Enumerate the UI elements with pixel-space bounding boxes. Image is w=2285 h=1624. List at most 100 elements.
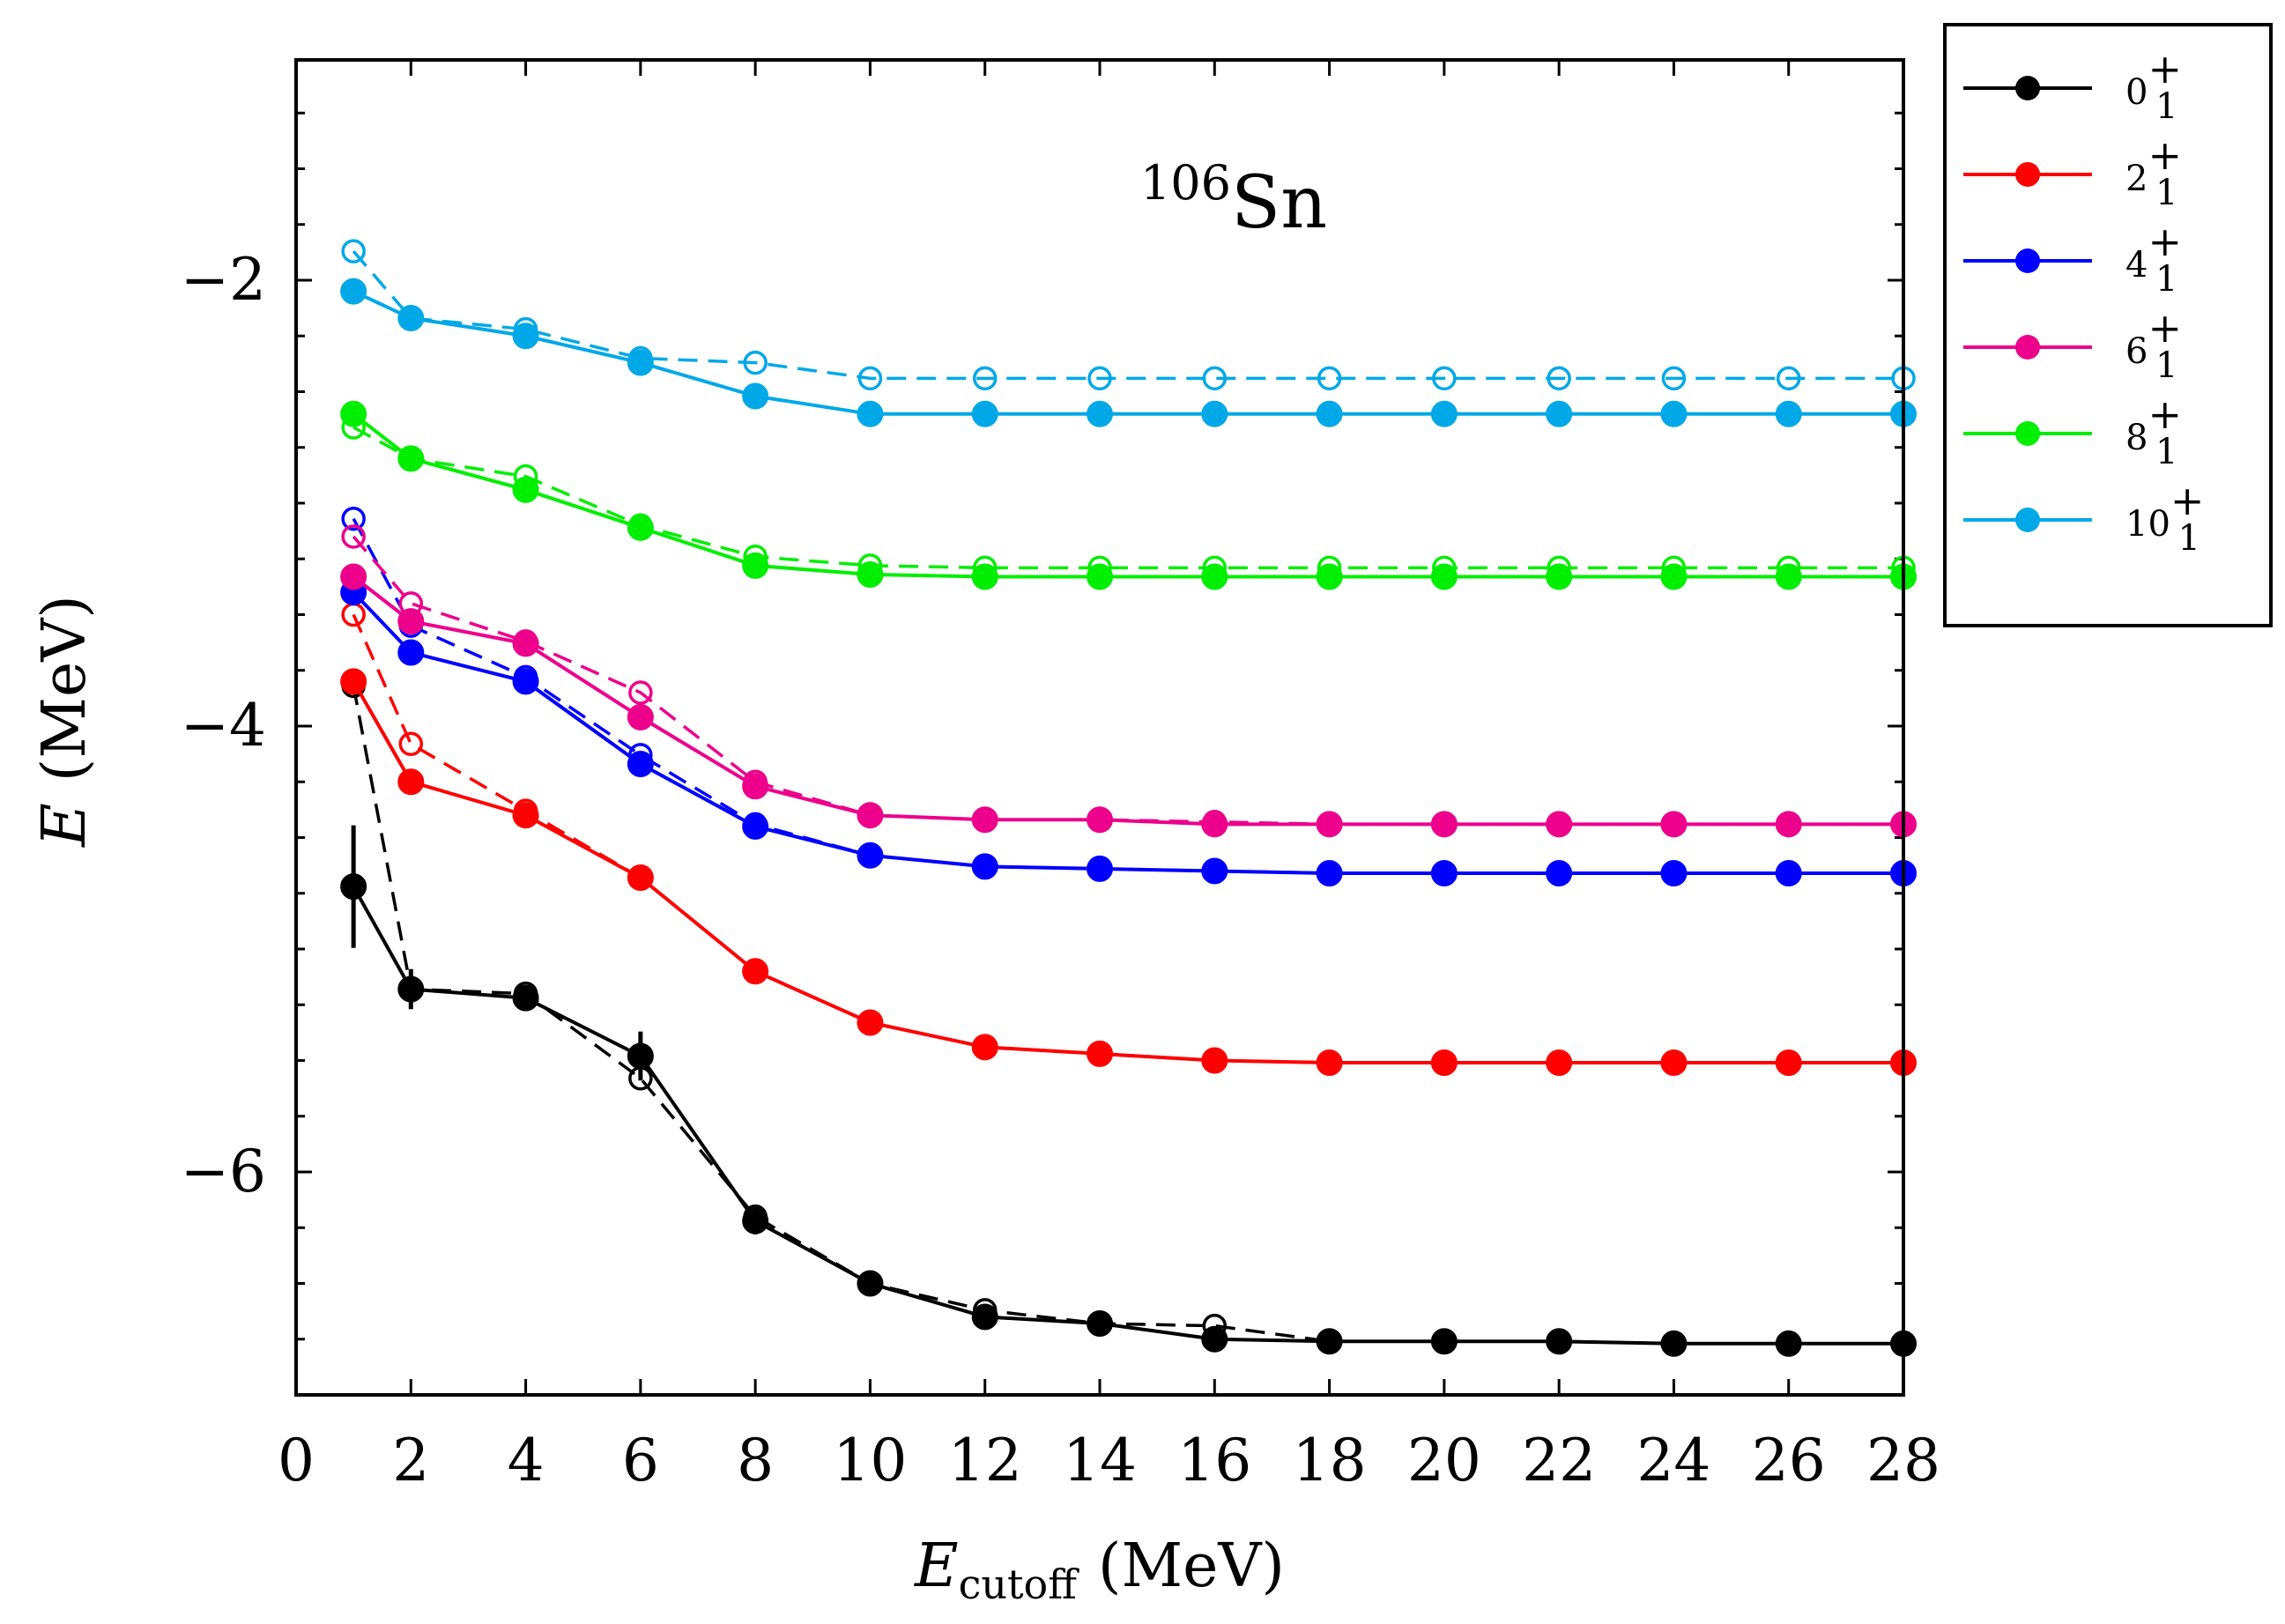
filled-marker xyxy=(512,630,539,657)
filled-marker xyxy=(627,751,654,778)
filled-marker xyxy=(627,703,654,730)
legend-entry-8: 8+ 1 xyxy=(1963,390,2182,472)
open-marker xyxy=(1661,366,1687,391)
series-0 xyxy=(340,673,1917,1357)
legend-label-sup: + xyxy=(2170,477,2205,524)
legend-box xyxy=(1943,23,2273,627)
filled-marker xyxy=(1430,1049,1458,1077)
filled-marker xyxy=(397,608,425,635)
legend-label-sub: 1 xyxy=(2155,173,2177,213)
legend-marker xyxy=(2015,248,2040,273)
open-marker xyxy=(857,366,883,391)
filled-marker xyxy=(971,806,998,834)
filled-marker xyxy=(1546,811,1573,838)
legend-label-sub: 1 xyxy=(2155,432,2177,472)
filled-marker xyxy=(1087,1040,1113,1067)
filled-marker xyxy=(1087,855,1113,882)
filled-marker xyxy=(1087,563,1113,590)
x-axis-label-subscript: cutoff xyxy=(959,1561,1080,1608)
legend-marker xyxy=(2015,508,2040,532)
filled-marker xyxy=(1087,806,1113,834)
open-marker xyxy=(398,731,424,756)
x-tick-label: 2 xyxy=(392,1427,429,1494)
open-marker xyxy=(1432,366,1457,391)
series-8 xyxy=(340,400,1917,590)
filled-marker xyxy=(512,668,539,695)
legend-label-sup: + xyxy=(2148,390,2182,438)
filled-marker xyxy=(1087,400,1113,427)
series-dashed-line xyxy=(352,686,1903,1346)
filled-marker xyxy=(742,1207,769,1235)
open-marker xyxy=(1317,366,1342,391)
filled-marker xyxy=(1430,400,1458,427)
filled-marker xyxy=(397,639,425,666)
filled-marker xyxy=(857,842,884,869)
y-tick-label: −2 xyxy=(181,246,266,314)
plot-frame xyxy=(294,58,1905,1397)
filled-marker xyxy=(397,768,425,796)
legend-label: 2+ 1 xyxy=(2125,131,2182,213)
series-solid-line xyxy=(352,886,1903,1346)
series-solid-line xyxy=(352,412,1903,579)
filled-marker xyxy=(1316,1049,1343,1077)
legend-label-name: 0 xyxy=(2125,72,2148,113)
legend-label: 10+ 1 xyxy=(2125,477,2204,559)
filled-marker xyxy=(1546,400,1573,427)
y-axis-label: E (MeV) xyxy=(30,595,100,849)
legend-label-sup: + xyxy=(2148,131,2182,179)
legend-label-name: 2 xyxy=(2125,159,2148,199)
filled-marker xyxy=(1316,1328,1343,1355)
filled-marker xyxy=(857,400,884,427)
filled-marker xyxy=(1430,811,1458,838)
open-marker xyxy=(628,680,653,705)
series-solid-line xyxy=(352,575,1903,827)
legend-entry-10: 10+ 1 xyxy=(1963,477,2204,559)
filled-marker xyxy=(1775,563,1802,590)
legend-label-name: 4 xyxy=(2125,245,2148,285)
filled-marker xyxy=(627,514,654,541)
filled-marker xyxy=(1660,811,1688,838)
y-tick-label: −4 xyxy=(181,692,266,760)
filled-marker xyxy=(971,1034,998,1061)
filled-marker xyxy=(1546,1328,1573,1355)
filled-marker xyxy=(1430,859,1458,886)
filled-marker xyxy=(1201,811,1228,838)
filled-marker xyxy=(1660,1049,1688,1077)
x-tick-label: 22 xyxy=(1522,1427,1596,1494)
legend-label-sub: 1 xyxy=(2155,259,2177,300)
filled-marker xyxy=(742,773,769,800)
x-axis-label-symbol: E xyxy=(913,1531,959,1601)
filled-marker xyxy=(971,853,998,880)
legend-label-sub: 1 xyxy=(2177,518,2200,559)
filled-marker xyxy=(340,400,367,427)
filled-marker xyxy=(1660,400,1688,427)
filled-marker xyxy=(397,445,425,472)
open-marker xyxy=(1087,366,1112,391)
open-marker xyxy=(1547,366,1571,391)
y-axis-label-unit: (MeV) xyxy=(30,595,100,782)
filled-marker xyxy=(742,812,769,840)
x-axis-label-unit: (MeV) xyxy=(1098,1531,1285,1601)
filled-marker xyxy=(1546,1049,1573,1077)
x-tick-label: 28 xyxy=(1866,1427,1940,1494)
legend-label: 4+ 1 xyxy=(2125,218,2182,300)
x-tick-label: 4 xyxy=(508,1427,545,1494)
open-marker xyxy=(972,366,998,391)
filled-marker xyxy=(971,1303,998,1331)
legend-entry-2: 2+ 1 xyxy=(1963,131,2182,213)
filled-marker xyxy=(857,802,884,829)
filled-marker xyxy=(512,476,539,503)
y-axis-label-symbol: E xyxy=(30,803,100,849)
chart-title: 106Sn xyxy=(1140,155,1327,245)
legend-entry-6: 6+ 1 xyxy=(1963,304,2182,386)
legend-label-name: 10 xyxy=(2125,504,2170,545)
x-tick-label: 16 xyxy=(1177,1427,1251,1494)
filled-marker xyxy=(1546,563,1573,590)
legend-label-sup: + xyxy=(2148,218,2182,265)
filled-marker xyxy=(1316,859,1343,886)
legend-label-sub: 1 xyxy=(2155,345,2177,386)
legend-marker xyxy=(2015,421,2040,446)
filled-marker xyxy=(742,382,769,410)
x-tick-label: 12 xyxy=(948,1427,1022,1494)
series-dashed-line xyxy=(352,426,1903,570)
